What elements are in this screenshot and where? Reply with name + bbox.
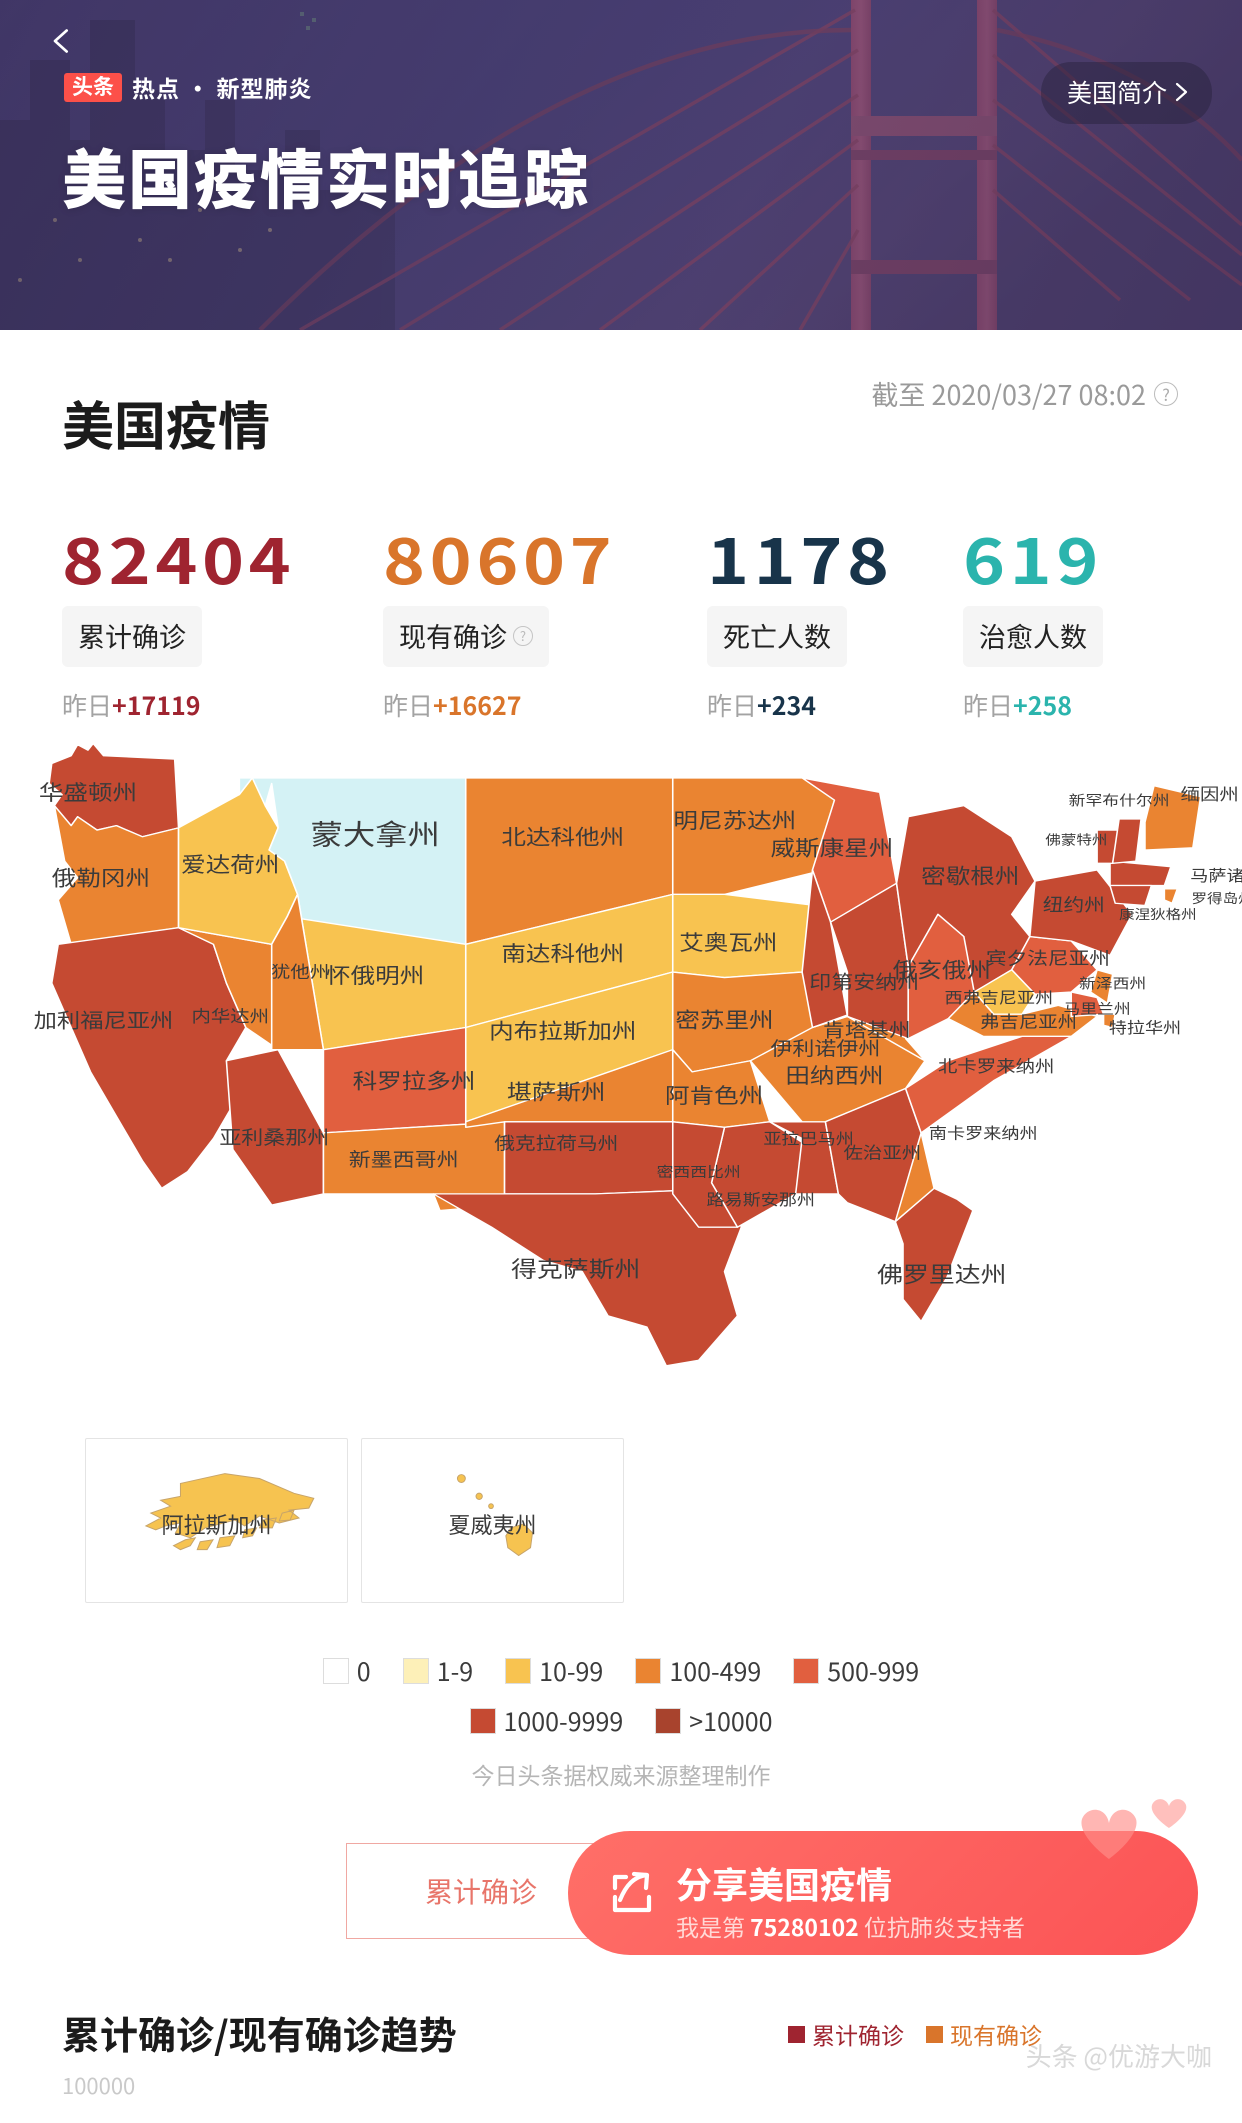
svg-text:威斯康星州: 威斯康星州 <box>770 831 893 862</box>
svg-text:俄亥俄州: 俄亥俄州 <box>893 953 991 984</box>
svg-text:亚拉巴马州: 亚拉巴马州 <box>763 1126 854 1149</box>
svg-text:得克萨斯州: 得克萨斯州 <box>511 1251 640 1283</box>
svg-text:西弗吉尼亚州: 西弗吉尼亚州 <box>944 985 1053 1008</box>
svg-text:北达科他州: 北达科他州 <box>501 820 624 851</box>
svg-text:明尼苏达州: 明尼苏达州 <box>673 803 796 834</box>
svg-text:加利福尼亚州: 加利福尼亚州 <box>34 1005 174 1034</box>
svg-text:爱达荷州: 爱达荷州 <box>181 847 279 878</box>
svg-text:内布拉斯加州: 内布拉斯加州 <box>489 1014 636 1045</box>
svg-text:佛罗里达州: 佛罗里达州 <box>877 1257 1006 1289</box>
svg-text:密西西比州: 密西西比州 <box>657 1161 741 1182</box>
svg-text:南达科他州: 南达科他州 <box>501 936 624 967</box>
svg-text:华盛顿州: 华盛顿州 <box>39 775 137 806</box>
svg-text:南卡罗来纳州: 南卡罗来纳州 <box>929 1120 1038 1143</box>
svg-text:肯塔基州: 肯塔基州 <box>823 1014 911 1042</box>
svg-text:艾奥瓦州: 艾奥瓦州 <box>679 925 777 956</box>
svg-text:犹他州: 犹他州 <box>271 959 329 983</box>
svg-text:马萨诸塞州: 马萨诸塞州 <box>1190 863 1242 886</box>
svg-text:内华达州: 内华达州 <box>191 1004 269 1028</box>
svg-text:密歇根州: 密歇根州 <box>921 858 1019 889</box>
svg-text:特拉华州: 特拉华州 <box>1109 1015 1181 1038</box>
svg-text:田纳西州: 田纳西州 <box>785 1058 883 1089</box>
svg-text:康涅狄格州: 康涅狄格州 <box>1119 904 1197 923</box>
svg-text:俄勒冈州: 俄勒冈州 <box>52 861 150 892</box>
svg-text:宾夕法尼亚州: 宾夕法尼亚州 <box>986 944 1110 970</box>
svg-text:亚利桑那州: 亚利桑那州 <box>219 1122 329 1150</box>
svg-text:佐治亚州: 佐治亚州 <box>844 1140 922 1164</box>
svg-text:北卡罗来纳州: 北卡罗来纳州 <box>938 1053 1054 1077</box>
svg-text:密苏里州: 密苏里州 <box>675 1003 773 1034</box>
svg-text:阿肯色州: 阿肯色州 <box>665 1078 763 1109</box>
svg-text:蒙大拿州: 蒙大拿州 <box>311 812 440 853</box>
svg-text:缅因州: 缅因州 <box>1181 782 1239 806</box>
svg-text:俄克拉荷马州: 俄克拉荷马州 <box>494 1129 618 1155</box>
svg-text:堪萨斯州: 堪萨斯州 <box>507 1075 605 1106</box>
svg-text:新泽西州: 新泽西州 <box>1079 972 1146 993</box>
svg-text:罗得岛州: 罗得岛州 <box>1192 889 1242 908</box>
svg-text:新罕布什尔州: 新罕布什尔州 <box>1069 789 1170 810</box>
svg-text:科罗拉多州: 科罗拉多州 <box>353 1064 476 1095</box>
svg-text:怀俄明州: 怀俄明州 <box>326 958 424 989</box>
svg-text:新墨西哥州: 新墨西哥州 <box>349 1144 459 1172</box>
svg-text:佛蒙特州: 佛蒙特州 <box>1045 830 1107 849</box>
svg-text:路易斯安那州: 路易斯安那州 <box>706 1187 815 1210</box>
svg-text:纽约州: 纽约州 <box>1043 891 1105 917</box>
